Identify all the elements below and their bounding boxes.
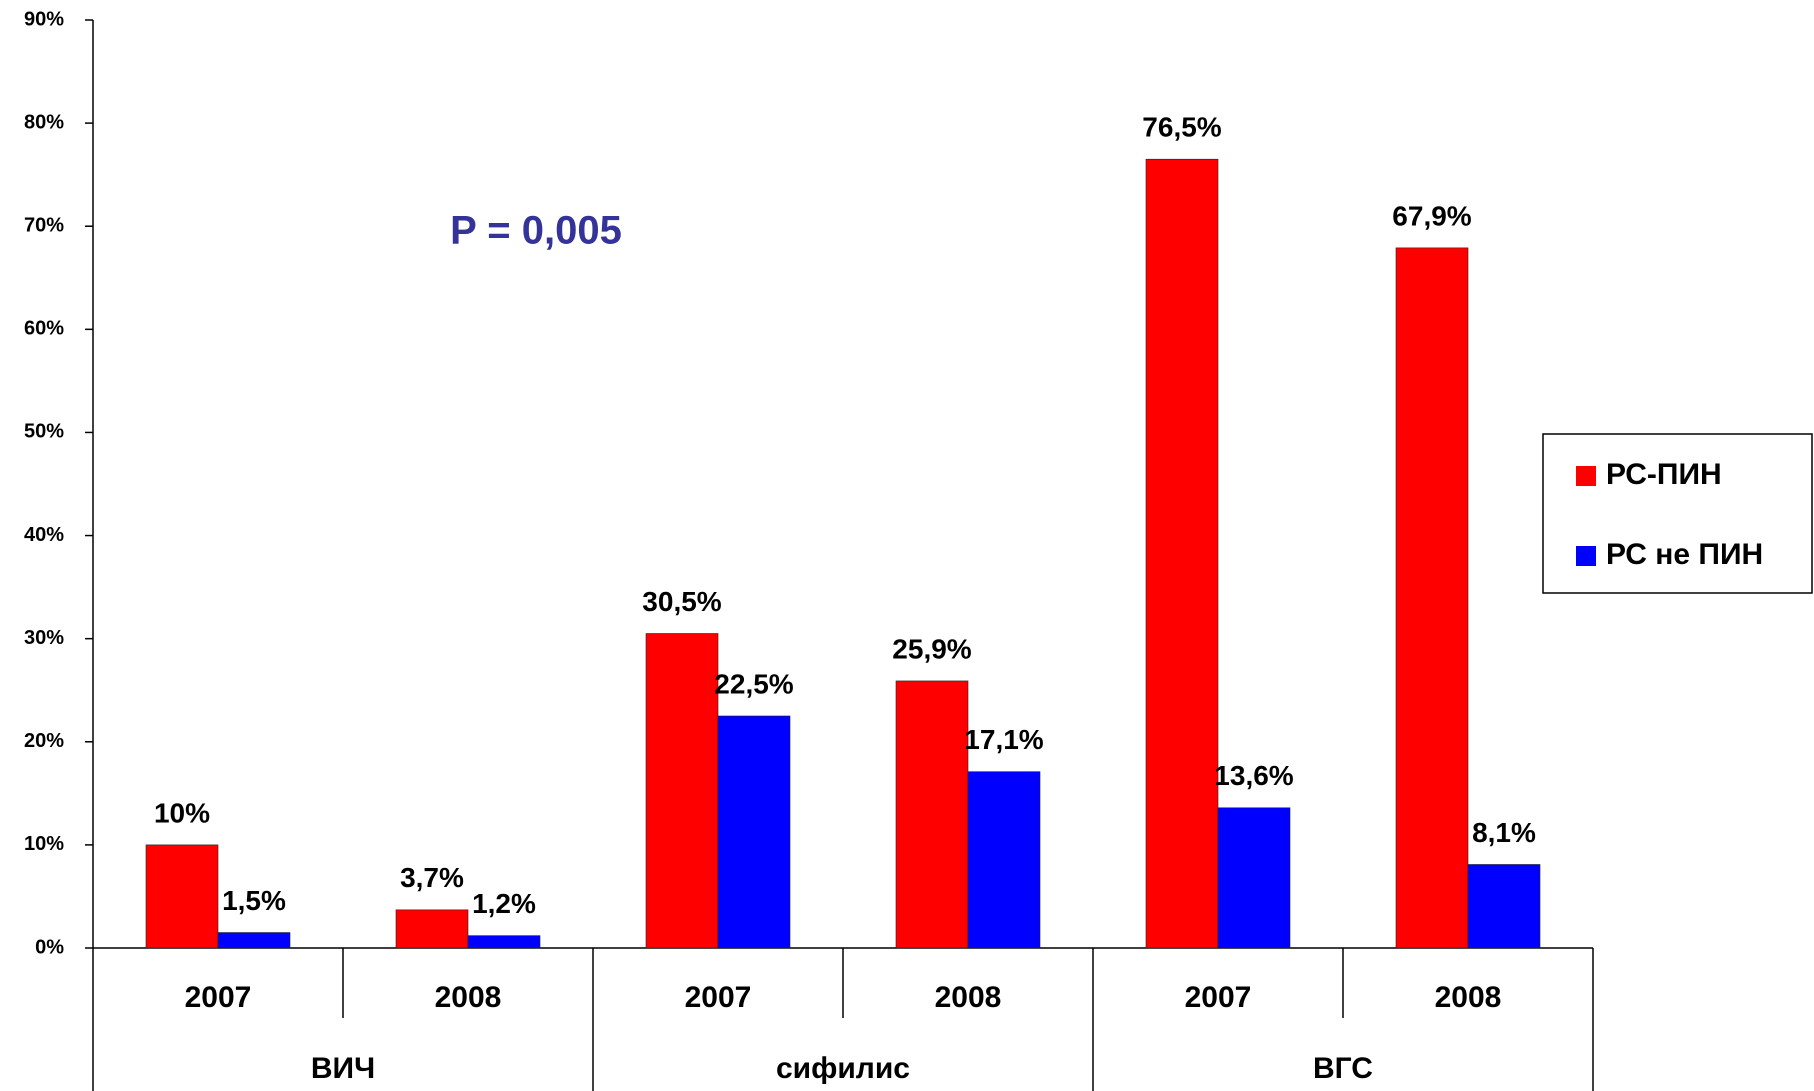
x-tick-label: 2007 [1185, 981, 1252, 1014]
value-label: 30,5% [642, 586, 721, 617]
group-label: ВИЧ [311, 1052, 375, 1085]
bar [895, 680, 969, 949]
bar [467, 935, 541, 949]
value-label: 17,1% [964, 724, 1043, 755]
legend-swatch [1576, 466, 1596, 486]
y-tick-label: 80% [24, 111, 64, 133]
bar [145, 844, 219, 949]
bar [1395, 247, 1469, 949]
y-tick-label: 90% [24, 8, 64, 30]
legend-label: РС-ПИН [1606, 458, 1722, 491]
annotation: P = 0,005 [450, 209, 622, 253]
y-tick-label: 70% [24, 215, 64, 237]
value-label: 8,1% [1472, 817, 1536, 848]
bar [395, 909, 469, 949]
value-label: 76,5% [1142, 112, 1221, 143]
y-tick-label: 30% [24, 627, 64, 649]
bar [217, 932, 291, 949]
bar [645, 633, 719, 949]
legend-label: РС не ПИН [1606, 538, 1763, 571]
group-label: сифилис [776, 1052, 910, 1085]
value-label: 67,9% [1392, 200, 1471, 231]
value-label: 3,7% [400, 862, 464, 893]
x-tick-label: 2007 [185, 981, 252, 1014]
bar [717, 715, 791, 949]
value-label: 1,2% [472, 888, 536, 919]
value-label: 13,6% [1214, 760, 1293, 791]
value-label: 1,5% [222, 885, 286, 916]
value-label: 10% [154, 797, 210, 828]
x-tick-label: 2008 [435, 981, 502, 1014]
bar [1217, 807, 1291, 949]
x-tick-label: 2007 [685, 981, 752, 1014]
y-tick-label: 50% [24, 421, 64, 443]
x-tick-label: 2008 [935, 981, 1002, 1014]
y-tick-label: 0% [35, 936, 64, 958]
bar [1145, 158, 1219, 949]
x-tick-label: 2008 [1435, 981, 1502, 1014]
y-tick-label: 10% [24, 833, 64, 855]
value-label: 25,9% [892, 633, 971, 664]
y-tick-label: 20% [24, 730, 64, 752]
bar [1467, 864, 1541, 949]
y-tick-label: 40% [24, 524, 64, 546]
legend-swatch [1576, 546, 1596, 566]
group-label: ВГС [1313, 1052, 1373, 1085]
y-tick-label: 60% [24, 318, 64, 340]
legend-box [1542, 433, 1813, 594]
value-label: 22,5% [714, 668, 793, 699]
bar [967, 771, 1041, 949]
